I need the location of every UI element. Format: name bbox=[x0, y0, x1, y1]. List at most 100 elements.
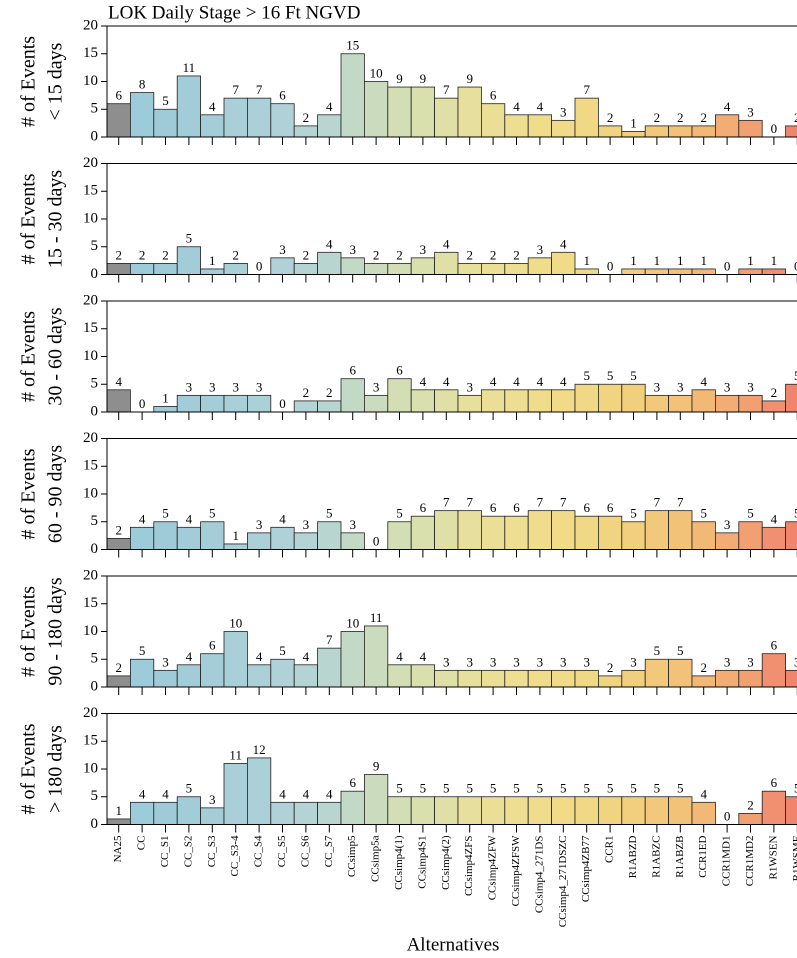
y-tick-label: 20 bbox=[83, 705, 98, 721]
value-label: 1 bbox=[209, 253, 216, 268]
y-tick-label: 10 bbox=[83, 623, 98, 639]
y-axis-title: # of Events bbox=[18, 311, 40, 402]
value-label: 3 bbox=[443, 654, 450, 669]
bar bbox=[387, 796, 412, 825]
value-label: 3 bbox=[420, 242, 427, 257]
bar bbox=[410, 796, 436, 825]
bar bbox=[551, 251, 576, 275]
bar bbox=[738, 268, 763, 275]
bar bbox=[106, 538, 131, 550]
bar bbox=[340, 257, 365, 275]
y-axis-title: # of Events bbox=[18, 448, 40, 539]
bar bbox=[293, 664, 319, 688]
value-label: 3 bbox=[349, 242, 356, 257]
value-label: 5 bbox=[139, 643, 146, 658]
x-tick-label: NA25 bbox=[112, 835, 124, 862]
bar bbox=[785, 125, 797, 138]
bar bbox=[527, 669, 553, 688]
y-tick-label: 5 bbox=[91, 376, 99, 392]
bar bbox=[574, 268, 599, 275]
bar bbox=[317, 114, 342, 138]
value-label: 1 bbox=[162, 390, 169, 405]
x-tick-label: CC_S3-4 bbox=[229, 835, 241, 876]
x-tick-label: CCsimp4ZFSW bbox=[510, 835, 522, 907]
value-label: 3 bbox=[560, 104, 567, 119]
value-label: 5 bbox=[607, 781, 614, 796]
bar bbox=[106, 389, 131, 413]
y-tick-label: 10 bbox=[83, 485, 98, 501]
value-label: 9 bbox=[466, 71, 473, 86]
value-label: 3 bbox=[186, 379, 193, 394]
bar bbox=[504, 389, 529, 413]
value-label: 4 bbox=[115, 374, 122, 389]
value-label: 2 bbox=[232, 247, 239, 262]
value-label: 3 bbox=[466, 654, 473, 669]
value-label: 2 bbox=[747, 797, 754, 812]
value-label: 5 bbox=[794, 781, 797, 796]
value-label: 1 bbox=[583, 253, 590, 268]
bar bbox=[200, 653, 225, 688]
bar bbox=[129, 262, 155, 275]
value-label: 0 bbox=[256, 258, 263, 273]
bar bbox=[340, 790, 365, 825]
bar bbox=[785, 521, 797, 550]
value-label: 2 bbox=[607, 660, 614, 675]
value-label: 6 bbox=[349, 363, 356, 378]
bar bbox=[363, 774, 389, 825]
value-label: 6 bbox=[209, 638, 216, 653]
value-label: 5 bbox=[537, 781, 544, 796]
x-tick-label: CC bbox=[136, 836, 148, 851]
value-label: 1 bbox=[630, 253, 637, 268]
y-tick-label: 15 bbox=[83, 45, 98, 61]
bar bbox=[246, 97, 272, 138]
bar bbox=[106, 818, 131, 825]
x-tick-label: R1ABZB bbox=[674, 836, 686, 878]
bar bbox=[551, 389, 576, 413]
value-label: 10 bbox=[370, 65, 383, 80]
value-label: 2 bbox=[700, 110, 707, 125]
bar bbox=[223, 543, 248, 550]
bar bbox=[715, 532, 740, 550]
value-label: 4 bbox=[303, 786, 310, 801]
bar bbox=[598, 125, 623, 138]
bar bbox=[363, 81, 389, 138]
bar bbox=[551, 669, 576, 688]
value-label: 5 bbox=[396, 506, 403, 521]
bar bbox=[363, 625, 389, 688]
value-label: 3 bbox=[256, 379, 263, 394]
value-label: 2 bbox=[607, 110, 614, 125]
bar bbox=[434, 251, 459, 275]
bar bbox=[363, 394, 389, 413]
value-label: 5 bbox=[326, 506, 333, 521]
bar bbox=[317, 400, 342, 413]
value-label: 3 bbox=[349, 517, 356, 532]
value-label: 5 bbox=[630, 781, 637, 796]
bar bbox=[738, 521, 763, 550]
value-label: 0 bbox=[724, 258, 731, 273]
value-label: 3 bbox=[794, 654, 797, 669]
bar bbox=[574, 97, 599, 138]
bar bbox=[644, 658, 670, 688]
value-label: 4 bbox=[326, 786, 333, 801]
x-tick-label: CC_S3 bbox=[206, 835, 218, 867]
bar bbox=[785, 669, 797, 688]
value-label: 4 bbox=[256, 649, 263, 664]
value-label: 7 bbox=[443, 82, 450, 97]
value-label: 5 bbox=[396, 781, 403, 796]
bar bbox=[480, 262, 506, 275]
bar bbox=[200, 394, 225, 413]
bar bbox=[246, 664, 272, 688]
value-label: 5 bbox=[186, 781, 193, 796]
value-label: 11 bbox=[183, 60, 196, 75]
value-label: 7 bbox=[256, 82, 263, 97]
value-label: 7 bbox=[326, 632, 333, 647]
value-label: 3 bbox=[466, 379, 473, 394]
bar bbox=[551, 796, 576, 825]
bar bbox=[598, 383, 623, 413]
bar bbox=[598, 796, 623, 825]
bar bbox=[691, 125, 716, 138]
y-tick-label: 20 bbox=[83, 430, 98, 446]
bar bbox=[153, 801, 178, 825]
value-label: 0 bbox=[794, 258, 797, 273]
